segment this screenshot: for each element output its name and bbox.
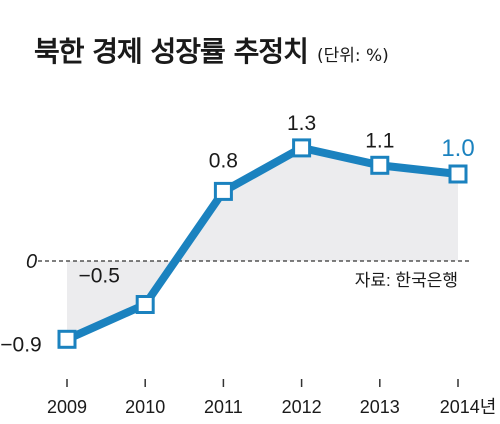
data-point — [370, 155, 390, 175]
area-fill — [67, 147, 458, 340]
source-label: 자료: 한국은행 — [355, 271, 458, 290]
value-labels: −0.9 −0.5 0.8 1.3 1.1 1.0 — [0, 112, 474, 356]
series-layer — [57, 138, 468, 349]
zero-label: 0 — [26, 251, 37, 273]
x-tick-label: 2010 — [125, 397, 165, 417]
x-tick-label: 2009 — [47, 397, 87, 417]
area-layer — [67, 147, 458, 340]
x-tick-label: 2014년 — [440, 397, 497, 417]
x-tick-label: 2013 — [360, 397, 400, 417]
data-point — [213, 181, 233, 201]
data-label: 1.1 — [365, 129, 394, 152]
data-point — [292, 138, 312, 158]
data-label: 1.0 — [441, 135, 474, 162]
x-tick-label: 2012 — [282, 397, 322, 417]
chart-title-block: 북한 경제 성장률 추정치 (단위: %) — [34, 30, 389, 70]
data-point — [448, 164, 468, 184]
series-line — [65, 143, 459, 343]
data-label: 1.3 — [287, 112, 316, 135]
data-label: −0.9 — [0, 333, 41, 356]
data-label: −0.5 — [78, 265, 119, 288]
chart-title: 북한 경제 성장률 추정치 — [34, 35, 309, 68]
x-axis: 2009 2010 2011 2012 2013 2014년 — [47, 379, 496, 417]
unit-label: (단위: %) — [316, 46, 389, 66]
x-tick-label: 2011 — [204, 397, 243, 417]
data-label: 0.8 — [209, 149, 238, 172]
data-point — [135, 295, 155, 314]
data-point — [57, 329, 77, 349]
